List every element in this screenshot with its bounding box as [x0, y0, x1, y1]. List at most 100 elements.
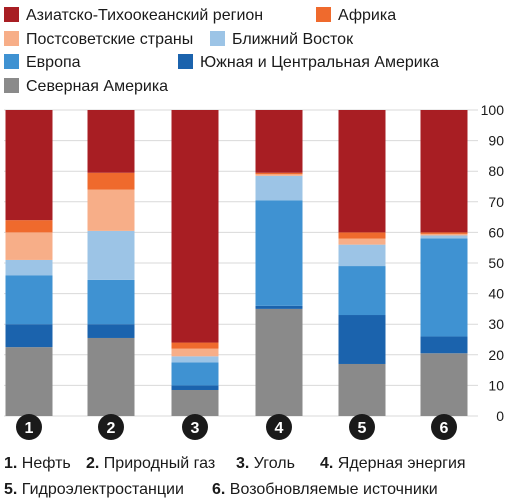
y-tick-label: 50: [488, 255, 504, 271]
bar-segment: [171, 342, 219, 349]
legend-label: Европа: [26, 54, 81, 71]
bar-stack: [171, 110, 219, 416]
legend-swatch: [210, 31, 225, 46]
legend-swatch: [4, 7, 19, 22]
legend-label: Постсоветские страны: [26, 31, 193, 48]
bar-segment: [255, 305, 303, 309]
bar-segment: [5, 275, 53, 325]
bar-segment: [87, 230, 135, 280]
y-tick-label: 80: [488, 163, 504, 179]
bar-segment: [338, 315, 386, 364]
bar-segment: [338, 110, 386, 233]
bar-segment: [338, 238, 386, 245]
footnote-item: 4. Ядерная энергия: [320, 455, 466, 472]
bar-segment: [5, 324, 53, 348]
category-circle: [431, 414, 457, 440]
legend-item: Африка: [316, 7, 396, 24]
bar-segment: [255, 174, 303, 176]
category-circle: [349, 414, 375, 440]
bar-segment: [87, 172, 135, 190]
bar-segment: [338, 244, 386, 267]
bar-segment: [420, 233, 468, 236]
footnote-text: 5. Гидроэлектростанции: [4, 481, 184, 498]
footnote-text: 4. Ядерная энергия: [320, 455, 466, 472]
y-tick-label: 0: [496, 408, 504, 424]
category-label: 3: [191, 420, 200, 437]
bar-stack: [420, 110, 468, 416]
footnote-item: 1. Нефть: [4, 455, 71, 472]
footnote-label: Нефть: [22, 455, 71, 472]
legend: Азиатско-Тихоокеанский регион Африка Постс…: [4, 7, 439, 95]
bar-segment: [255, 172, 303, 175]
footnote-text: 1. Нефть: [4, 455, 71, 472]
bar-segment: [338, 232, 386, 239]
y-tick-label: 90: [488, 133, 504, 149]
bar-segment: [420, 232, 468, 234]
footnote-label: Природный газ: [104, 455, 215, 472]
category-label: 2: [107, 420, 116, 437]
y-tick-label: 60: [488, 224, 504, 240]
bar-segment: [171, 348, 219, 357]
legend-item: Постсоветские страны: [4, 31, 193, 48]
y-tick-label: 10: [488, 377, 504, 393]
legend-swatch: [316, 7, 331, 22]
bar-stack: [87, 110, 135, 416]
category-label: 6: [440, 420, 449, 437]
bar-segment: [420, 110, 468, 233]
footnote-label: Ядерная энергия: [338, 455, 466, 472]
bar-segment: [420, 235, 468, 239]
bar-segment: [171, 389, 219, 416]
footnote-label: Возобновляемые источники: [230, 481, 438, 498]
category-marker: 5: [349, 414, 375, 440]
bar-segment: [87, 279, 135, 325]
footnote-number: 3.: [236, 455, 254, 472]
y-tick-label: 40: [488, 286, 504, 302]
bar-stack: [255, 110, 303, 416]
category-circle: [16, 414, 42, 440]
gridlines: [4, 109, 478, 417]
legend-label: Азиатско-Тихоокеанский регион: [26, 7, 263, 24]
category-marker: 1: [16, 414, 42, 440]
bar-segment: [255, 175, 303, 201]
footnote-legend: 1. Нефть 2. Природный газ 3. Уголь 4. Ядерн…: [4, 455, 466, 498]
category-marker: 3: [182, 414, 208, 440]
category-circle: [98, 414, 124, 440]
footnote-label: Уголь: [254, 455, 295, 472]
bar-segment: [5, 232, 53, 260]
legend-label: Ближний Восток: [232, 31, 354, 48]
bar-stack: [338, 110, 386, 416]
footnote-text: 2. Природный газ: [86, 455, 215, 472]
legend-swatch: [178, 54, 193, 69]
bar-segment: [171, 362, 219, 386]
footnote-item: 6. Возобновляемые источники: [212, 481, 438, 498]
bar-segment: [87, 324, 135, 338]
legend-swatch: [4, 31, 19, 46]
bar-segment: [87, 110, 135, 173]
legend-label: Африка: [338, 7, 396, 24]
bar-segment: [420, 238, 468, 337]
category-label: 4: [275, 420, 284, 437]
category-label: 5: [358, 420, 367, 437]
footnote-number: 4.: [320, 455, 338, 472]
bar-segment: [5, 220, 53, 233]
legend-swatch: [4, 54, 19, 69]
bar-segment: [338, 266, 386, 316]
legend-item: Южная и Центральная Америка: [178, 54, 439, 71]
bar-segment: [87, 189, 135, 231]
footnote-number: 1.: [4, 455, 22, 472]
footnote-number: 5.: [4, 481, 22, 498]
category-marker: 2: [98, 414, 124, 440]
bar-stack: [5, 110, 53, 416]
category-marker: 4: [266, 414, 292, 440]
bar-segment: [338, 363, 386, 416]
bar-segment: [255, 110, 303, 173]
y-axis: 0 10 20 30 40 50 60 70 80 90 100: [481, 102, 505, 424]
y-tick-label: 70: [488, 194, 504, 210]
bar-segment: [420, 353, 468, 416]
bar-segment: [171, 356, 219, 363]
bar-segment: [5, 347, 53, 416]
category-circle: [182, 414, 208, 440]
legend-item: Ближний Восток: [210, 31, 354, 48]
y-tick-label: 100: [481, 102, 505, 118]
